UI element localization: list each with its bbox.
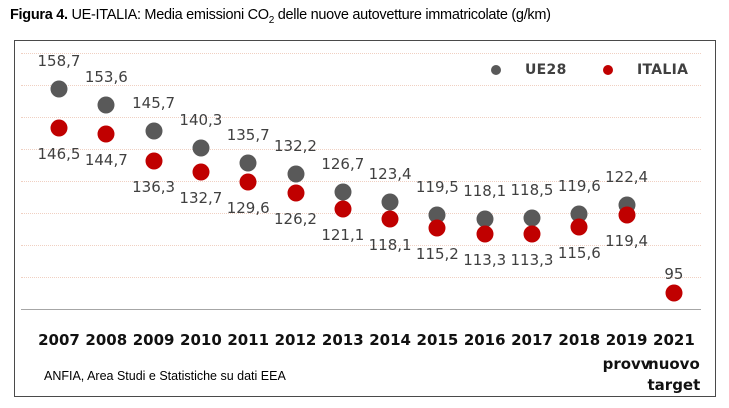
ue28-value-label-2010: 140,3 xyxy=(179,111,223,130)
x-axis-line xyxy=(21,309,701,310)
italia-value-label-2011: 129,6 xyxy=(226,199,270,218)
x-axis-label-2011: 2011 xyxy=(227,331,270,349)
italia-dot-2007 xyxy=(50,119,68,137)
gridline-140 xyxy=(21,149,701,150)
italia-dot-2015 xyxy=(428,219,446,237)
ue28-dot-2017 xyxy=(523,209,541,227)
italia-dot-2016 xyxy=(476,225,494,243)
italia-dot-2013 xyxy=(334,200,352,218)
italia-dot-2010 xyxy=(192,163,210,181)
ue28-value-label-2008: 153,6 xyxy=(84,68,128,87)
italia-value-label-2013: 121,1 xyxy=(321,226,365,245)
title-text: UE-ITALIA: Media emissioni CO xyxy=(67,7,269,23)
x-axis-label-2009: 2009 xyxy=(132,331,175,349)
x-axis-sublabel-2021-0: nuovo xyxy=(648,355,700,373)
italia-dot-2009 xyxy=(145,152,163,170)
italia-value-label-2008: 144,7 xyxy=(84,150,128,169)
x-axis-label-2019: 2019 xyxy=(605,331,648,349)
co2-subscript: 2 xyxy=(268,14,275,26)
italia-value-label-2018: 115,6 xyxy=(557,244,601,263)
italia-dot-2019 xyxy=(618,206,636,224)
x-axis-label-2008: 2008 xyxy=(85,331,128,349)
ue28-dot-2013 xyxy=(334,183,352,201)
ue28-dot-2009 xyxy=(145,122,163,140)
ue28-value-label-2016: 118,1 xyxy=(463,182,507,201)
ue28-dot-2012 xyxy=(287,165,304,183)
italia-value-label-2015: 115,2 xyxy=(415,245,459,264)
plot-area: 158,7 146,5 2007 153,6 144,7 2008 145,7 136,3 20… xyxy=(15,41,715,396)
x-axis-label-2007: 2007 xyxy=(38,331,80,349)
gridline-130 xyxy=(21,181,701,182)
ue28-dot-2016 xyxy=(476,210,494,228)
italia-value-label-2021: 95 xyxy=(664,265,684,283)
italia-value-label-2012: 126,2 xyxy=(274,210,317,229)
ue28-value-label-2011: 135,7 xyxy=(226,125,270,144)
italia-dot-2012 xyxy=(287,184,304,202)
italia-value-label-2016: 113,3 xyxy=(463,251,507,270)
ue28-dot-2014 xyxy=(381,193,399,211)
italia-value-label-2010: 132,7 xyxy=(179,189,223,208)
legend-item-italia: ITALIA xyxy=(603,62,689,78)
ue28-dot-2018 xyxy=(570,205,588,223)
gridline-100 xyxy=(21,277,701,278)
italia-value-label-2014: 118,1 xyxy=(368,236,412,255)
x-axis-label-2014: 2014 xyxy=(369,331,411,349)
ue28-value-label-2015: 119,5 xyxy=(415,177,459,196)
ue28-dot-2008 xyxy=(97,96,115,114)
italia-dot-2017 xyxy=(523,225,541,243)
title-text-after: delle nuove autovetture immatricolate (g… xyxy=(274,7,551,23)
italia-dot-2021 xyxy=(665,284,683,302)
ue28-value-label-2009: 145,7 xyxy=(132,93,176,112)
ue28-legend-marker-icon xyxy=(491,65,501,75)
ue28-dot-2007 xyxy=(50,80,68,98)
italia-dot-2008 xyxy=(97,125,115,143)
gridline-120 xyxy=(21,213,701,214)
x-axis-label-2021: 2021 xyxy=(653,331,695,349)
ue28-dot-2011 xyxy=(239,154,257,172)
italia-value-label-2019: 119,4 xyxy=(605,231,649,250)
x-axis-label-2015: 2015 xyxy=(416,331,459,349)
figure-number: Figura 4. xyxy=(10,7,68,23)
gridline-170 xyxy=(21,53,701,54)
ue28-dot-2015 xyxy=(428,206,446,224)
italia-value-label-2007: 146,5 xyxy=(37,145,81,164)
italia-value-label-2009: 136,3 xyxy=(132,177,176,196)
x-axis-sublabel-2019-0: provv xyxy=(602,355,651,373)
gridline-160 xyxy=(21,85,701,86)
legend-item-ue28: UE28 xyxy=(491,62,567,78)
italia-dot-2018 xyxy=(570,218,588,236)
source-note: ANFIA, Area Studi e Statistiche su dati … xyxy=(44,369,286,383)
x-axis-label-2012: 2012 xyxy=(274,331,317,349)
chart-frame: 158,7 146,5 2007 153,6 144,7 2008 145,7 136,3 20… xyxy=(14,40,716,397)
ue28-value-label-2013: 126,7 xyxy=(321,154,365,173)
x-axis-label-2017: 2017 xyxy=(511,331,553,349)
ue28-value-label-2012: 132,2 xyxy=(274,136,317,155)
figure-title: Figura 4. UE-ITALIA: Media emissioni CO2… xyxy=(10,7,551,26)
x-axis-label-2018: 2018 xyxy=(558,331,601,349)
ue28-value-label-2019: 122,4 xyxy=(605,168,649,187)
italia-legend-marker-icon xyxy=(603,65,613,75)
ue28-value-label-2018: 119,6 xyxy=(557,177,601,196)
x-axis-label-2013: 2013 xyxy=(321,331,364,349)
ue28-value-label-2014: 123,4 xyxy=(368,165,412,184)
x-axis-sublabel-2021-1: target xyxy=(647,376,701,394)
x-axis-label-2010: 2010 xyxy=(180,331,222,349)
gridline-110 xyxy=(21,245,701,246)
ue28-value-label-2017: 118,5 xyxy=(510,180,554,199)
legend-label-ue28: UE28 xyxy=(525,62,567,78)
ue28-value-label-2007: 158,7 xyxy=(37,52,81,71)
italia-value-label-2017: 113,3 xyxy=(510,251,554,270)
italia-dot-2014 xyxy=(381,210,399,228)
gridline-150 xyxy=(21,117,701,118)
legend-label-italia: ITALIA xyxy=(637,62,689,78)
ue28-dot-2010 xyxy=(192,139,210,157)
italia-dot-2011 xyxy=(239,173,257,191)
x-axis-label-2016: 2016 xyxy=(463,331,506,349)
